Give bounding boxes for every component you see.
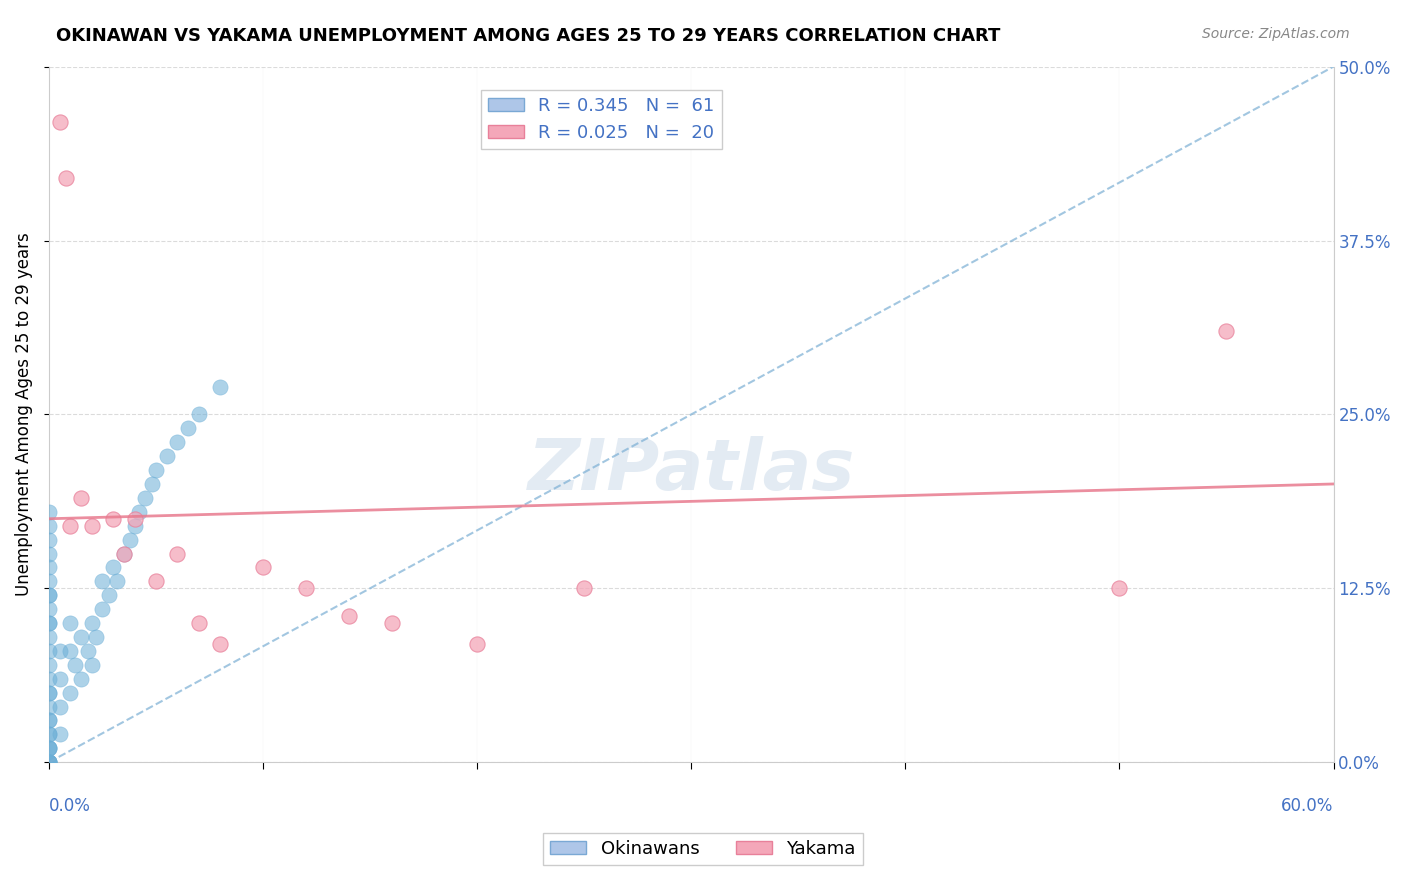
- Point: [38, 741, 60, 756]
- Point: [38, 756, 60, 770]
- Point: [59, 644, 82, 658]
- Point: [38, 588, 60, 602]
- Legend: Okinawans, Yakama: Okinawans, Yakama: [543, 833, 863, 865]
- Point: [38, 714, 60, 728]
- Point: [187, 408, 209, 422]
- Point: [112, 547, 135, 561]
- Point: [38, 602, 60, 616]
- Text: OKINAWAN VS YAKAMA UNEMPLOYMENT AMONG AGES 25 TO 29 YEARS CORRELATION CHART: OKINAWAN VS YAKAMA UNEMPLOYMENT AMONG AG…: [56, 27, 1001, 45]
- Point: [76, 644, 98, 658]
- Point: [38, 756, 60, 770]
- Point: [1108, 582, 1130, 596]
- Point: [38, 616, 60, 631]
- Point: [59, 686, 82, 700]
- Point: [465, 637, 488, 651]
- Point: [38, 588, 60, 602]
- Legend: R = 0.345   N =  61, R = 0.025   N =  20: R = 0.345 N = 61, R = 0.025 N = 20: [481, 89, 721, 149]
- Point: [166, 435, 188, 450]
- Point: [252, 560, 274, 574]
- Point: [1215, 324, 1237, 338]
- Point: [38, 574, 60, 589]
- Point: [141, 477, 163, 491]
- Point: [97, 588, 120, 602]
- Point: [145, 463, 167, 477]
- Point: [209, 379, 232, 393]
- Point: [70, 491, 93, 505]
- Point: [70, 672, 93, 686]
- Point: [209, 637, 232, 651]
- Point: [48, 727, 70, 741]
- Point: [48, 115, 70, 129]
- Point: [38, 741, 60, 756]
- Text: Source: ZipAtlas.com: Source: ZipAtlas.com: [1202, 27, 1350, 41]
- Point: [337, 609, 360, 624]
- Point: [187, 616, 209, 631]
- Point: [177, 421, 200, 435]
- Point: [103, 560, 125, 574]
- Point: [91, 602, 114, 616]
- Point: [80, 657, 103, 672]
- Point: [38, 741, 60, 756]
- Point: [574, 582, 596, 596]
- Point: [112, 547, 135, 561]
- Point: [166, 547, 188, 561]
- Point: [107, 574, 129, 589]
- Point: [38, 714, 60, 728]
- Y-axis label: Unemployment Among Ages 25 to 29 years: Unemployment Among Ages 25 to 29 years: [15, 233, 32, 596]
- Point: [48, 699, 70, 714]
- Point: [103, 512, 125, 526]
- Point: [80, 616, 103, 631]
- Point: [38, 699, 60, 714]
- Point: [38, 686, 60, 700]
- Point: [38, 518, 60, 533]
- Text: ZIPatlas: ZIPatlas: [527, 435, 855, 505]
- Point: [38, 756, 60, 770]
- Point: [38, 560, 60, 574]
- Point: [84, 630, 107, 644]
- Point: [145, 574, 167, 589]
- Point: [38, 727, 60, 741]
- Point: [124, 512, 146, 526]
- Point: [38, 533, 60, 547]
- Point: [38, 756, 60, 770]
- Point: [128, 505, 150, 519]
- Point: [124, 518, 146, 533]
- Point: [38, 727, 60, 741]
- Point: [91, 574, 114, 589]
- Point: [38, 644, 60, 658]
- Point: [55, 170, 77, 185]
- Point: [120, 533, 142, 547]
- Point: [63, 657, 86, 672]
- Point: [156, 449, 179, 463]
- Point: [80, 518, 103, 533]
- Text: 60.0%: 60.0%: [1281, 797, 1333, 815]
- Text: 0.0%: 0.0%: [49, 797, 91, 815]
- Point: [380, 616, 402, 631]
- Point: [59, 616, 82, 631]
- Point: [38, 547, 60, 561]
- Point: [38, 672, 60, 686]
- Point: [295, 582, 318, 596]
- Point: [134, 491, 156, 505]
- Point: [38, 756, 60, 770]
- Point: [48, 644, 70, 658]
- Point: [38, 616, 60, 631]
- Point: [59, 518, 82, 533]
- Point: [70, 630, 93, 644]
- Point: [38, 657, 60, 672]
- Point: [38, 686, 60, 700]
- Point: [38, 630, 60, 644]
- Point: [38, 505, 60, 519]
- Point: [48, 672, 70, 686]
